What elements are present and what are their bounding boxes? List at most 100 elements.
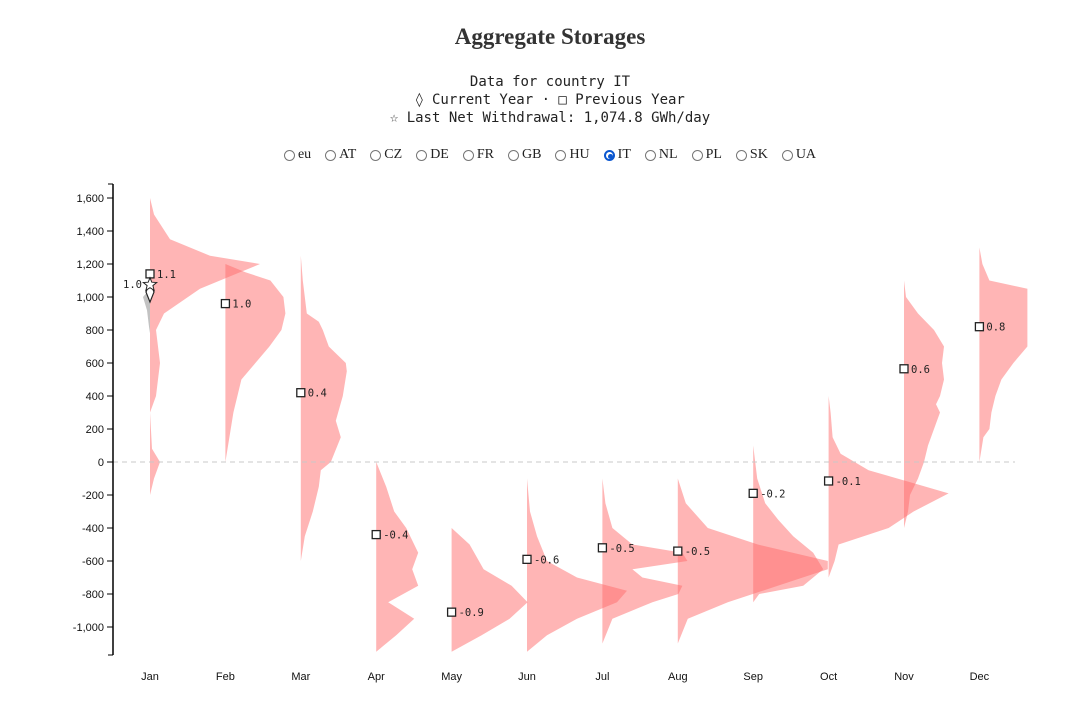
country-label: IT — [617, 147, 631, 162]
current-year-density — [143, 288, 150, 334]
y-tick-label: 1,600 — [76, 193, 104, 205]
y-tick-label: -1,000 — [73, 622, 104, 634]
country-radio-eu[interactable]: eu — [283, 147, 311, 163]
last-withdrawal-star-icon[interactable] — [141, 276, 159, 292]
x-tick-label: Sep — [743, 671, 763, 683]
country-label: DE — [430, 147, 449, 162]
chart-title: Aggregate Storages — [454, 24, 646, 49]
subtitle-last-withdrawal: ☆ Last Net Withdrawal: 1,074.8 GWh/day — [389, 110, 711, 126]
previous-year-marker[interactable] — [371, 529, 381, 540]
country-label: CZ — [384, 147, 403, 162]
country-radio-sk[interactable]: SK — [735, 147, 768, 163]
x-tick-label: May — [441, 671, 462, 683]
previous-year-label: 0.6 — [911, 364, 930, 376]
radio-selected-icon[interactable] — [603, 149, 615, 161]
current-year-label: 1.0 — [123, 279, 142, 291]
country-label: FR — [476, 147, 494, 162]
previous-year-marker[interactable] — [899, 364, 909, 374]
y-tick-label: 600 — [86, 358, 104, 370]
country-radio-ua[interactable]: UA — [781, 147, 817, 163]
country-radio-it[interactable]: IT — [603, 147, 631, 163]
density-violin-feb — [225, 198, 286, 462]
y-tick-label: -200 — [82, 490, 104, 502]
previous-year-label: -0.4 — [383, 530, 408, 542]
country-label: HU — [569, 147, 590, 162]
density-violin-jun — [527, 478, 627, 652]
previous-year-marker[interactable] — [446, 607, 457, 617]
radio-icon[interactable] — [416, 149, 428, 161]
x-axis: Jan Feb Mar Apr May Jun Jul Aug Sep Oct Nov Dec — [141, 671, 990, 683]
radio-icon[interactable] — [507, 149, 519, 161]
previous-year-marker[interactable] — [823, 476, 834, 486]
previous-year-label: -0.5 — [609, 543, 634, 555]
x-tick-label: Oct — [820, 671, 837, 683]
subtitle-legend: ◊ Current Year · □ Previous Year — [415, 92, 685, 108]
previous-year-label: 0.8 — [986, 322, 1005, 334]
radio-icon[interactable] — [555, 149, 567, 161]
y-axis: 1,600 1,400 1,200 1,000 800 600 400 200 0 -200 -40… — [73, 183, 114, 656]
previous-year-marker[interactable] — [522, 554, 532, 564]
previous-year-label: -0.9 — [459, 607, 484, 619]
previous-year-marker[interactable] — [673, 546, 683, 556]
y-tick-label: 1,200 — [76, 259, 104, 271]
subtitle-country: Data for country IT — [469, 74, 631, 90]
previous-year-label: 0.4 — [308, 388, 327, 400]
country-selector: eu AT CZ DE FR GB HU IT NL PL SK UA — [0, 147, 1084, 163]
country-label: UA — [795, 147, 817, 162]
previous-year-label: -0.6 — [534, 554, 559, 566]
country-radio-de[interactable]: DE — [416, 147, 449, 163]
x-tick-label: Jun — [518, 671, 536, 683]
y-tick-label: 400 — [86, 391, 104, 403]
density-violin-aug — [677, 478, 828, 644]
country-radio-nl[interactable]: NL — [644, 147, 678, 163]
radio-icon[interactable] — [644, 149, 656, 161]
country-radio-cz[interactable]: CZ — [370, 147, 402, 163]
previous-year-label: 1.0 — [232, 299, 251, 311]
radio-icon[interactable] — [325, 149, 337, 161]
density-violin-may — [451, 495, 528, 652]
previous-year-label: -0.5 — [685, 546, 710, 558]
x-tick-label: Aug — [668, 671, 688, 683]
x-tick-label: Jan — [141, 671, 159, 683]
y-tick-label: 1,000 — [76, 292, 104, 304]
previous-year-marker[interactable] — [597, 543, 608, 553]
x-tick-label: Dec — [970, 671, 990, 683]
radio-icon[interactable] — [735, 149, 747, 161]
y-tick-label: -400 — [82, 523, 104, 535]
previous-year-marker[interactable] — [748, 488, 758, 499]
country-radio-fr[interactable]: FR — [462, 147, 494, 163]
radio-icon[interactable] — [462, 149, 474, 161]
density-violin-apr — [376, 379, 419, 652]
country-label: AT — [339, 147, 357, 162]
radio-icon[interactable] — [781, 149, 793, 161]
previous-year-marker[interactable] — [220, 298, 231, 309]
country-radio-hu[interactable]: HU — [555, 147, 590, 163]
radio-icon[interactable] — [283, 149, 295, 161]
previous-year-label: 1.1 — [157, 269, 176, 281]
radio-icon[interactable] — [370, 149, 382, 161]
y-tick-label: 1,400 — [76, 226, 104, 238]
country-label: NL — [658, 147, 678, 162]
y-tick-label: -800 — [82, 589, 104, 601]
density-violin-dec — [979, 247, 1028, 462]
previous-year-label: -0.2 — [760, 488, 785, 500]
x-tick-label: Nov — [894, 671, 914, 683]
country-label: GB — [521, 147, 542, 162]
country-radio-pl[interactable]: PL — [691, 147, 722, 163]
country-label: PL — [705, 147, 722, 162]
country-label: SK — [749, 147, 768, 162]
y-tick-label: 0 — [98, 457, 104, 469]
x-tick-label: Jul — [595, 671, 609, 683]
previous-year-marker[interactable] — [974, 322, 985, 332]
density-violin-nov — [904, 280, 944, 528]
density-violin-jul — [602, 478, 688, 644]
previous-year-marker[interactable] — [296, 388, 306, 398]
country-radio-gb[interactable]: GB — [507, 147, 542, 163]
x-tick-label: Feb — [216, 671, 235, 683]
density-violin-sep — [753, 429, 824, 603]
y-tick-label: -600 — [82, 556, 104, 568]
y-tick-label: 200 — [86, 424, 104, 436]
country-radio-at[interactable]: AT — [325, 147, 356, 163]
radio-icon[interactable] — [691, 149, 703, 161]
